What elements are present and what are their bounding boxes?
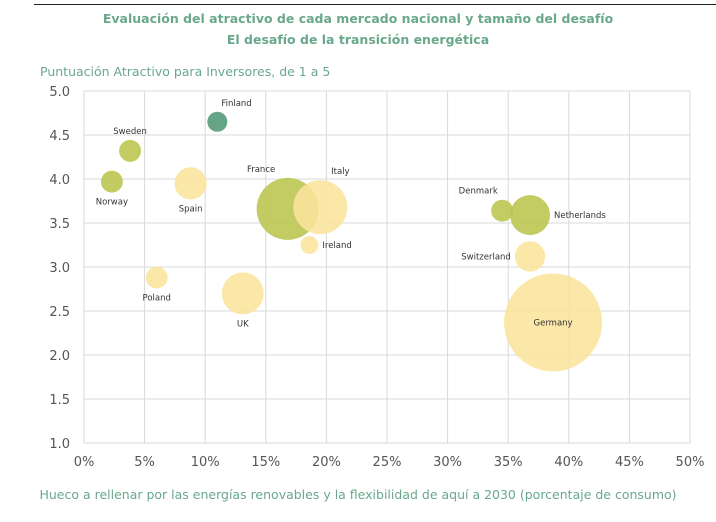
bubble-label: Netherlands	[554, 211, 606, 221]
bubble-uk[interactable]	[221, 272, 264, 315]
bubble-switzerland[interactable]	[514, 241, 546, 272]
top-border-line	[34, 4, 716, 5]
bubble-label: Spain	[179, 205, 203, 215]
bubble-norway[interactable]	[100, 170, 123, 193]
y-tick-label: 2.5	[49, 305, 70, 320]
bubble-label: Switzerland	[461, 252, 511, 262]
y-tick-label: 2.0	[49, 349, 70, 364]
y-tick-label: 3.0	[49, 261, 70, 276]
bubbles	[100, 111, 603, 372]
bubble-label: Germany	[534, 318, 573, 328]
chart-subtitle: El desafío de la transición energética	[226, 32, 490, 47]
y-tick-labels: 1.0 1.5 2.0 2.5 3.0 3.5 4.0 4.5 5.0	[49, 85, 70, 452]
y-tick-label: 3.5	[49, 217, 70, 232]
bubble-label: France	[247, 165, 275, 175]
bubble-label: UK	[237, 319, 249, 329]
bubble-label: Norway	[96, 198, 128, 208]
bubble-italy[interactable]	[293, 180, 348, 235]
gridlines	[83, 90, 691, 444]
bubble-labels: Finland Sweden Norway Spain France Italy Irela…	[96, 99, 607, 330]
chart-title: Evaluación del atractivo de cada mercado…	[102, 11, 614, 26]
bubble-label: Finland	[221, 99, 251, 109]
bubble-denmark[interactable]	[491, 199, 514, 222]
bubble-poland[interactable]	[145, 266, 168, 289]
y-axis-label: Puntuación Atractivo para Inversores, de…	[40, 64, 331, 79]
x-tick-label: 20%	[312, 455, 341, 470]
y-tick-label: 1.0	[49, 437, 70, 452]
bubble-label: Poland	[143, 294, 171, 304]
x-tick-label: 50%	[676, 455, 705, 470]
x-tick-label: 25%	[373, 455, 402, 470]
bubble-spain[interactable]	[174, 167, 207, 200]
x-tick-label: 0%	[74, 455, 95, 470]
y-tick-label: 5.0	[49, 85, 70, 100]
x-tick-label: 15%	[251, 455, 280, 470]
bubble-finland[interactable]	[207, 111, 228, 132]
x-tick-label: 5%	[134, 455, 155, 470]
bubble-label: Sweden	[113, 127, 147, 137]
x-tick-label: 40%	[554, 455, 583, 470]
bubble-ireland[interactable]	[300, 236, 319, 254]
x-tick-label: 10%	[191, 455, 220, 470]
bubble-germany[interactable]	[504, 273, 603, 372]
y-tick-label: 1.5	[49, 393, 70, 408]
bubble-label: Italy	[331, 167, 349, 177]
bubble-label: Ireland	[322, 241, 351, 251]
y-tick-label: 4.0	[49, 173, 70, 188]
bubble-netherlands[interactable]	[510, 195, 551, 236]
x-tick-label: 45%	[615, 455, 644, 470]
x-axis-label: Hueco a rellenar por las energías renova…	[39, 487, 677, 502]
x-tick-label: 35%	[494, 455, 523, 470]
x-tick-labels: 0% 5% 10% 15% 20% 25% 30% 35% 40% 45% 50%	[74, 455, 705, 470]
bubble-label: Denmark	[459, 187, 498, 197]
y-tick-label: 4.5	[49, 129, 70, 144]
bubble-sweden[interactable]	[119, 139, 142, 162]
x-tick-label: 30%	[433, 455, 462, 470]
